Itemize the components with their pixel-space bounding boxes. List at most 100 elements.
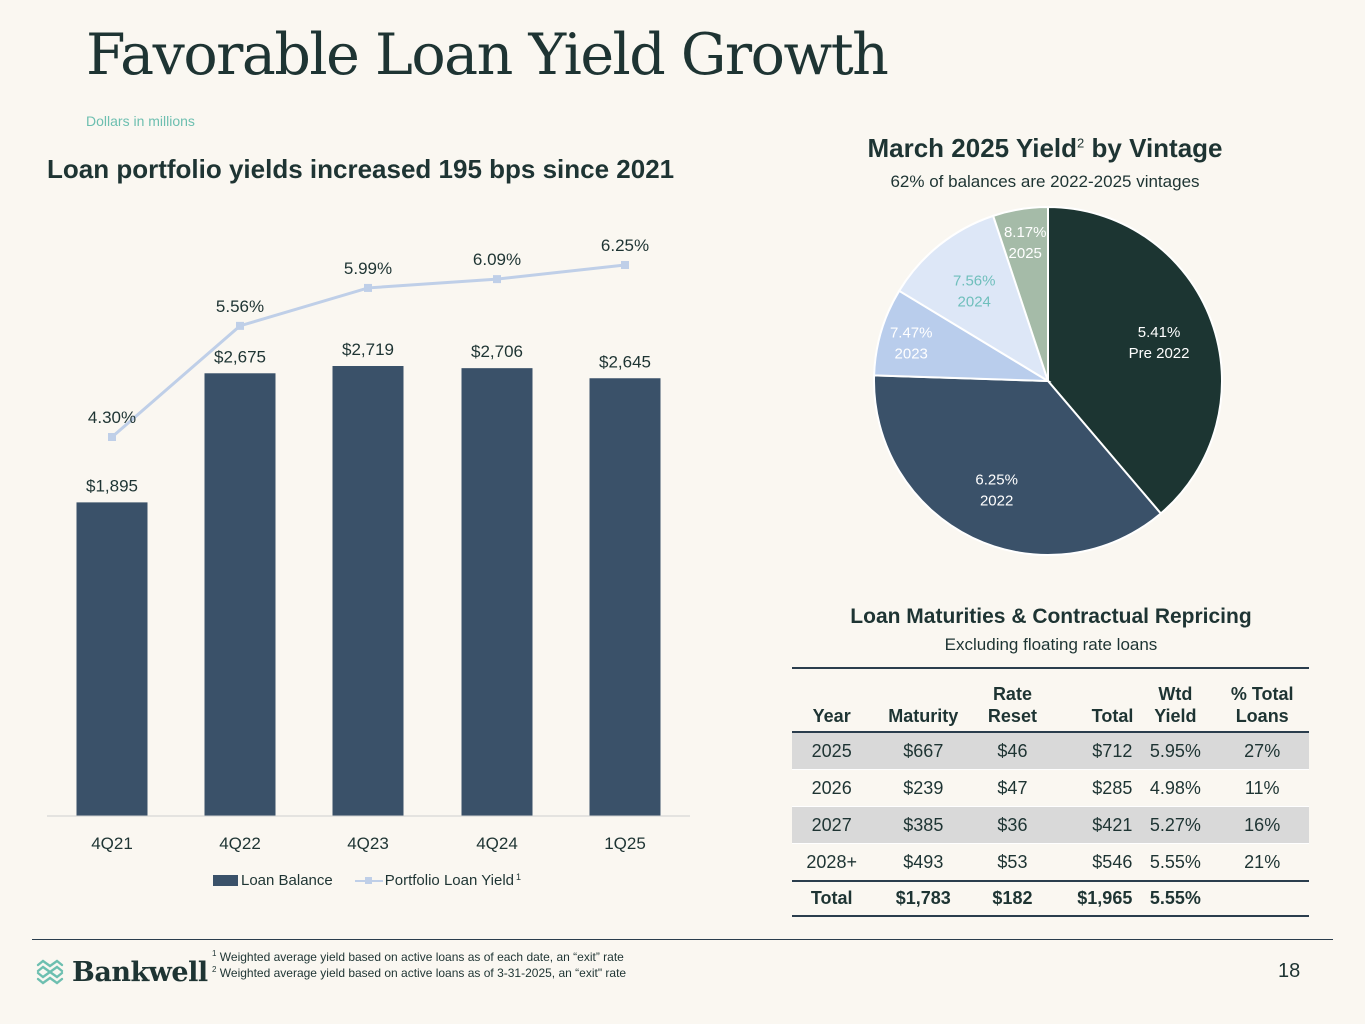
bar-value-label: $2,706 — [471, 342, 523, 361]
maturities-table: Year Maturity Rate Reset Total Wtd Yield% Tota… — [792, 667, 1309, 917]
table-row: 2026 $239 $47 $285 4.98% 11% — [792, 770, 1309, 807]
total-cell: Total — [810, 888, 853, 908]
total-cell: 5.55% — [1149, 888, 1201, 908]
yield-point — [621, 261, 629, 269]
pie-slice-yield-label: 5.41% — [1138, 324, 1181, 341]
column-header-line-1: % Total — [1230, 684, 1294, 704]
pie-slice-yield-label: 7.56% — [953, 272, 996, 289]
footnote-1-text: Weighted average yield based on active l… — [219, 950, 624, 964]
pie-slice-vintage-label: Pre 2022 — [1129, 345, 1190, 362]
column-header: Wtd Yield — [1135, 668, 1215, 732]
table-cell: $46 — [997, 740, 1028, 761]
table-title: Loan Maturities & Contractual Repricing — [850, 605, 1252, 628]
bar-4q21 — [76, 502, 148, 816]
column-header: Maturity — [871, 668, 975, 732]
x-tick-label: 1Q25 — [604, 834, 646, 853]
pie-slice-vintage-label: 2023 — [895, 345, 928, 362]
footnote-2-mark: 2 — [212, 965, 217, 974]
column-header-line-2: Maturity — [888, 706, 959, 726]
column-header-line-2: Loans — [1235, 706, 1289, 726]
table-cell: $421 — [1092, 814, 1133, 835]
table-cell: $239 — [903, 777, 944, 798]
bar-4q23 — [332, 366, 404, 816]
table-cell: $385 — [903, 814, 944, 835]
legend-swatch-loan-balance — [213, 875, 238, 886]
loan-balance-yield-chart: $1,895 4Q21 $2,675 4Q22 $2,719 4Q23 $2,706 4Q24… — [47, 236, 690, 853]
pie-title-suffix: by Vintage — [1091, 133, 1223, 163]
yield-point — [108, 433, 116, 441]
table-row: 2028+ $493 $53 $546 5.55% 21% — [792, 844, 1309, 881]
yield-value-label: 4.30% — [88, 408, 136, 427]
table-cell: 21% — [1244, 851, 1281, 872]
chart-legend: Loan Balance Portfolio Loan Yield 1 — [213, 872, 521, 889]
pie-chart-title: March 2025 Yield2 by Vintage — [795, 133, 1295, 164]
pie-slice-yield-label: 6.25% — [975, 472, 1018, 489]
units-note: Dollars in millions — [86, 113, 195, 129]
page-number: 18 — [1278, 960, 1301, 982]
pie-chart-subtitle: 62% of balances are 2022-2025 vintages — [890, 172, 1200, 191]
pie-slice-vintage-label: 2022 — [980, 493, 1013, 510]
table-cell: 2028+ — [806, 851, 857, 872]
column-header-line-2: Total — [1091, 706, 1134, 726]
bar-chart-title: Loan portfolio yields increased 195 bps … — [47, 154, 675, 184]
table-cell: $47 — [997, 777, 1028, 798]
yield-point — [493, 275, 501, 284]
pie-slice-yield-label: 7.47% — [890, 324, 933, 341]
bankwell-logo: Bankwell — [34, 956, 208, 988]
legend-footnote-mark: 1 — [516, 871, 522, 882]
bar-4q24 — [461, 368, 533, 816]
table-cell: $546 — [1092, 851, 1133, 872]
pie-slice-vintage-label: 2025 — [1009, 245, 1042, 262]
table-cell: 16% — [1244, 814, 1281, 835]
table-cell: 5.55% — [1149, 851, 1201, 872]
column-header: Rate Reset — [975, 668, 1049, 732]
column-header-line-2: Year — [812, 706, 851, 726]
footnote-1-mark: 1 — [212, 949, 217, 958]
table-cell: $712 — [1092, 740, 1133, 761]
yield-value-label: 6.25% — [601, 236, 649, 255]
bar-1q25 — [589, 378, 661, 816]
x-tick-label: 4Q23 — [347, 834, 389, 853]
table-cell: $667 — [903, 740, 944, 761]
pie-slice-vintage-label: 2024 — [958, 293, 991, 310]
page-title: Favorable Loan Yield Growth — [86, 22, 889, 88]
table-cell: $53 — [997, 851, 1028, 872]
table-cell: 5.27% — [1149, 814, 1201, 835]
footer-divider — [32, 939, 1333, 940]
table-row: 2025 $667 $46 $712 5.95% 27% — [792, 732, 1309, 770]
table-cell: 27% — [1244, 740, 1281, 761]
table-row: 2027 $385 $36 $421 5.27% 16% — [792, 806, 1309, 844]
total-cell — [1215, 881, 1309, 916]
legend-label-portfolio-yield: Portfolio Loan Yield — [384, 872, 515, 889]
x-tick-label: 4Q21 — [91, 834, 133, 853]
bar-value-label: $2,675 — [214, 347, 266, 366]
column-header: Total — [1050, 668, 1136, 732]
table-cell: 11% — [1244, 777, 1280, 798]
pie-slice-yield-label: 8.17% — [1004, 224, 1047, 241]
table-cell: $36 — [997, 814, 1028, 835]
column-header-line-1: Wtd — [1158, 684, 1193, 704]
table-subtitle: Excluding floating rate loans — [944, 635, 1158, 654]
table-cell: 2027 — [811, 814, 852, 835]
bankwell-logo-text: Bankwell — [72, 956, 208, 988]
yield-value-label: 5.99% — [344, 259, 392, 278]
yield-point — [364, 283, 372, 292]
x-tick-label: 4Q22 — [219, 834, 261, 853]
footnote-2-text: Weighted average yield based on active l… — [219, 966, 627, 980]
pie-title-main: March 2025 Yield — [867, 133, 1078, 163]
bankwell-logo-icon — [36, 959, 64, 985]
legend-label-loan-balance: Loan Balance — [241, 872, 333, 889]
table-cell: $285 — [1092, 777, 1133, 798]
column-header: % Total Loans — [1215, 668, 1309, 732]
total-cell: $1,783 — [895, 888, 951, 908]
column-header-line-2: Yield — [1154, 706, 1197, 726]
pie-slice-2024 — [897, 214, 1050, 384]
pie-slice-2022 — [873, 374, 1163, 556]
legend-swatch-portfolio-yield — [354, 876, 383, 884]
column-header-line-2: Reset — [987, 706, 1037, 726]
table-header-row: Year Maturity Rate Reset Total Wtd Yield% Tota… — [792, 668, 1309, 732]
column-header: Year — [792, 668, 871, 732]
bar-value-label: $2,645 — [599, 352, 651, 371]
table-cell: $493 — [903, 851, 944, 872]
yield-value-label: 5.56% — [216, 297, 264, 316]
